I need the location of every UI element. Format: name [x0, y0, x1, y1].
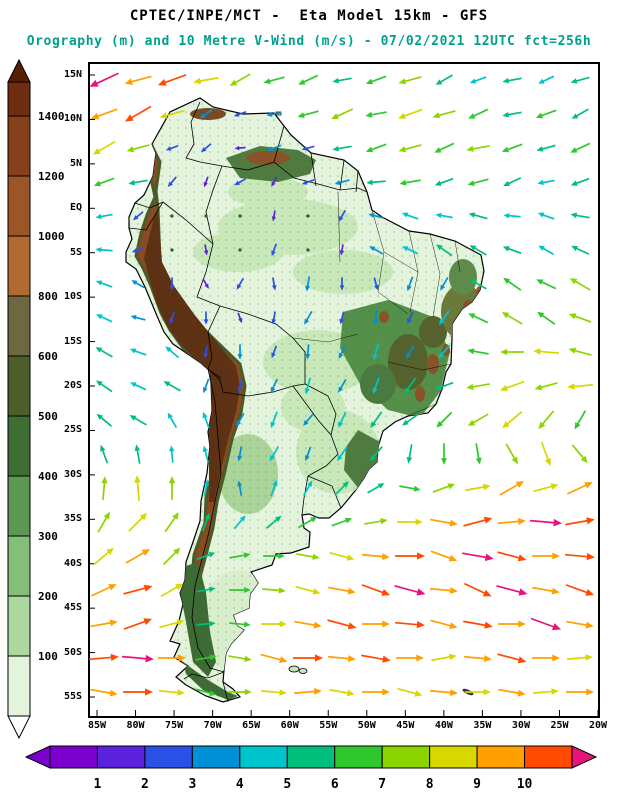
svg-text:4: 4 [236, 777, 244, 792]
svg-text:10: 10 [517, 777, 533, 792]
lon-label: 20W [588, 720, 608, 731]
svg-text:9: 9 [473, 777, 481, 792]
lon-label: 35W [473, 720, 492, 731]
land-stipple [126, 98, 484, 702]
map-area [88, 62, 600, 718]
lon-label: 70W [203, 720, 222, 731]
svg-text:600: 600 [38, 350, 58, 363]
lat-label: 50S [63, 646, 82, 658]
svg-text:1000: 1000 [38, 230, 65, 243]
map-canvas [88, 62, 600, 718]
svg-text:300: 300 [38, 530, 58, 543]
lat-label: 10N [63, 113, 82, 125]
svg-text:2: 2 [141, 777, 149, 792]
svg-text:100: 100 [38, 650, 58, 663]
lon-label: 25W [550, 720, 569, 731]
lat-label: 5S [69, 246, 82, 258]
lat-label: 25S [63, 424, 82, 436]
svg-text:5: 5 [283, 777, 291, 792]
svg-text:200: 200 [38, 590, 58, 603]
lon-label: 75W [165, 720, 184, 731]
lon-label: 45W [396, 720, 415, 731]
svg-text:800: 800 [38, 290, 58, 303]
svg-text:500: 500 [38, 410, 58, 423]
lon-label: 65W [242, 720, 261, 731]
lat-axis: 15N 10N 5N EQ 5S 10S 15S 20S 25S 30S 35S 40S 45S 50S 5… [54, 62, 86, 718]
lon-label: 50W [357, 720, 376, 731]
lat-label: EQ [69, 202, 82, 214]
orography-colorbar: 1400 1200 1000 800 600 500 400 300 200 100 [7, 58, 65, 740]
wind-vectors-layer [88, 72, 595, 697]
lat-label: 40S [63, 557, 82, 569]
svg-text:7: 7 [378, 777, 386, 792]
lat-label: 45S [63, 602, 82, 614]
chart-title: CPTEC/INPE/MCT - Eta Model 15km - GFS [129, 8, 489, 24]
svg-text:1: 1 [94, 777, 102, 792]
country-borders [128, 101, 368, 703]
lon-label: 80W [126, 720, 145, 731]
lon-label: 30W [511, 720, 530, 731]
svg-text:6: 6 [331, 777, 339, 792]
chart-subtitle: Orography (m) and 10 Metre V-Wind (m/s) … [26, 34, 592, 49]
map-ticks [89, 74, 599, 716]
falkland-islands [288, 665, 300, 673]
lon-axis: 85W 80W 75W 70W 65W 60W 55W 50W 45W 40W 35W 30W 25W 2… [88, 720, 607, 734]
svg-text:1400: 1400 [38, 110, 65, 123]
svg-text:400: 400 [38, 470, 58, 483]
lon-label: 85W [87, 720, 107, 731]
svg-text:1200: 1200 [38, 170, 65, 183]
lon-label: 55W [319, 720, 338, 731]
lat-label: 55S [63, 691, 82, 703]
lon-label: 60W [280, 720, 299, 731]
lat-label: 20S [63, 380, 82, 391]
lon-label: 40W [434, 720, 453, 731]
wind-colorbar: 1 2 3 4 5 6 7 8 9 10 [24, 745, 598, 792]
map-frame [88, 62, 600, 718]
lat-label: 15N [63, 69, 82, 80]
svg-text:8: 8 [426, 777, 434, 792]
lat-label: 10S [63, 291, 82, 303]
lat-label: 15S [63, 335, 82, 347]
lat-label: 30S [63, 468, 82, 480]
svg-text:3: 3 [188, 777, 196, 792]
state-borders [292, 191, 461, 417]
lat-label: 5N [69, 157, 82, 169]
lat-label: 35S [63, 513, 82, 525]
